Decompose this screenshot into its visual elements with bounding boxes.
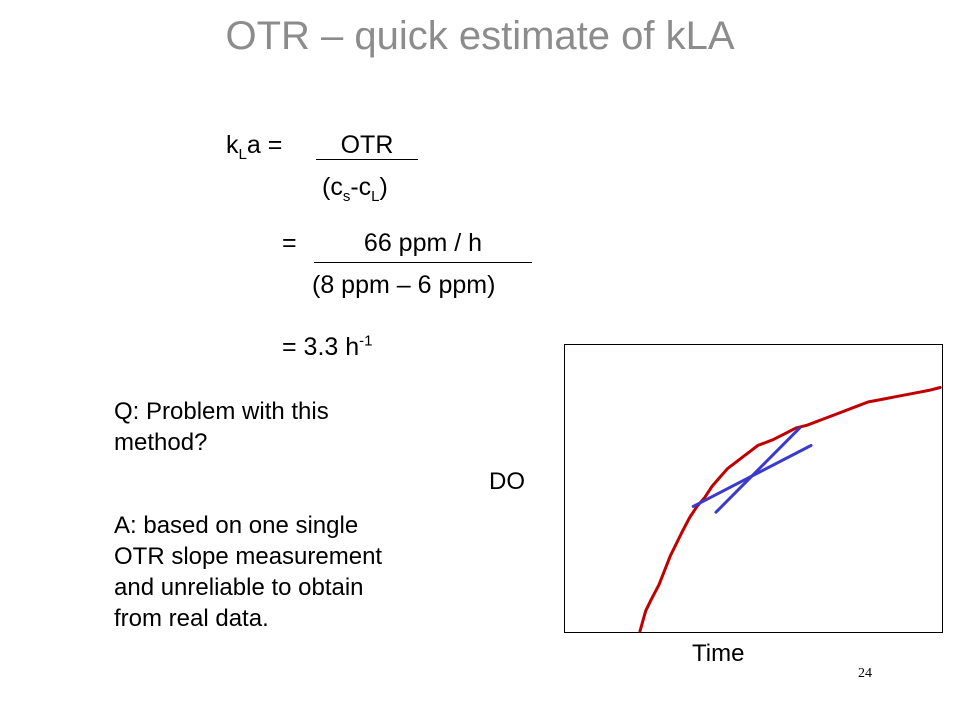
answer-line: A: based on one single: [114, 512, 359, 539]
kla-subscript: L: [238, 146, 247, 163]
kla-lhs: kLa =: [226, 130, 283, 163]
result-value: = 3.3 h-1: [282, 332, 373, 361]
fraction-bar-2: [314, 262, 532, 263]
plot-frame: [564, 344, 943, 633]
question-text: Q: Problem with this method?: [114, 396, 329, 458]
answer-line: and unreliable to obtain: [114, 574, 364, 601]
kla-equals: a =: [246, 131, 283, 159]
answer-text: A: based on one single OTR slope measure…: [114, 510, 382, 634]
denominator-ppm-diff: (8 ppm – 6 ppm): [312, 271, 496, 299]
y-axis-label: DO: [489, 468, 525, 495]
question-line: Q: Problem with this: [114, 398, 329, 425]
numerator-otr: OTR: [340, 131, 394, 159]
answer-line: OTR slope measurement: [114, 543, 383, 570]
do-vs-time-chart: [564, 344, 943, 633]
kla-k: k: [226, 131, 239, 159]
equals-sign-2: =: [282, 229, 297, 257]
numerator-66ppm: 66 ppm / h: [363, 229, 483, 257]
tangent-line-0: [714, 426, 802, 514]
page-number: 24: [858, 666, 872, 681]
denominator-cs-cl: (cs-cL): [322, 173, 388, 205]
fraction-bar-1: [316, 159, 418, 160]
slide-title: OTR – quick estimate of kLA: [225, 14, 735, 58]
question-line: method?: [114, 429, 208, 456]
plot-layer: [638, 386, 942, 633]
do-curve-series-0: [638, 386, 942, 633]
x-axis-label: Time: [692, 640, 745, 667]
tangent-line-1: [691, 444, 813, 508]
answer-line: from real data.: [114, 605, 269, 632]
